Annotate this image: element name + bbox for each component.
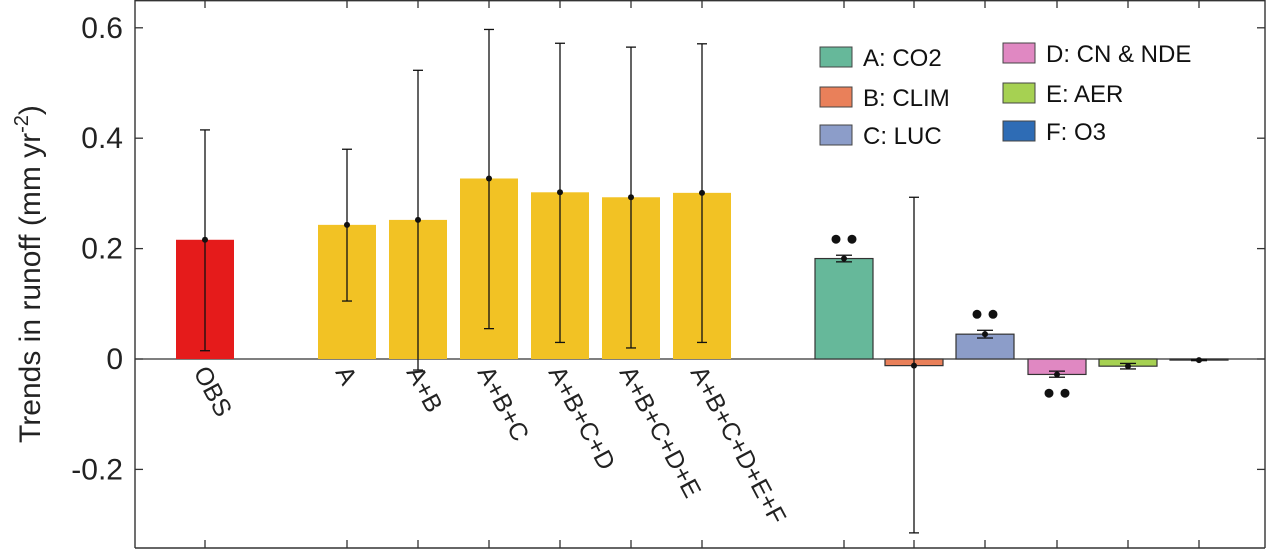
legend-swatch-clim xyxy=(819,86,853,108)
legend-swatch-luc xyxy=(819,124,853,146)
bar-co2 xyxy=(814,257,874,360)
mean-point-11 xyxy=(1125,363,1131,370)
axes-frame xyxy=(134,0,1266,549)
mean-point-9 xyxy=(982,331,988,338)
y-tick-label: 0 xyxy=(106,343,123,376)
legend-swatch-cn_nde xyxy=(1002,42,1036,64)
y-axis: -0.2 0 0.2 0.4 0.6 xyxy=(71,12,1265,486)
y-tick-label: -0.2 xyxy=(71,453,123,486)
legend-swatch-o3 xyxy=(1002,120,1036,142)
y-axis-title-main: Trends in runoff (mm yr xyxy=(14,133,47,443)
mean-point-3 xyxy=(486,175,492,182)
legend-label-luc: C: LUC xyxy=(863,123,942,150)
significance-dot xyxy=(972,309,982,319)
y-axis-title: Trends in runoff (mm yr-2) xyxy=(11,105,47,443)
error-bars-layer xyxy=(200,28,1207,534)
significance-dot xyxy=(988,309,998,319)
legend-label-co2: A: CO2 xyxy=(863,45,942,72)
legend-label-o3: F: O3 xyxy=(1046,119,1106,146)
legend-swatch-aer xyxy=(1002,82,1036,104)
significance-dot xyxy=(1060,388,1070,398)
legend-swatch-co2 xyxy=(819,46,853,68)
y-tick-label: 0.6 xyxy=(81,12,123,45)
mean-point-0 xyxy=(202,236,208,243)
y-axis-title-close: ) xyxy=(14,105,47,115)
significance-dot xyxy=(847,234,857,244)
mean-point-10 xyxy=(1054,371,1060,378)
mean-point-7 xyxy=(841,255,847,262)
y-axis-title-sup: -2 xyxy=(11,115,33,133)
mean-point-4 xyxy=(557,189,563,196)
significance-dot xyxy=(1044,388,1054,398)
mean-point-6 xyxy=(699,189,705,196)
significance-dot xyxy=(831,234,841,244)
legend-label-cn_nde: D: CN & NDE xyxy=(1046,41,1191,68)
legend-label-aer: E: AER xyxy=(1046,81,1123,108)
mean-point-12 xyxy=(1196,357,1202,364)
mean-point-8 xyxy=(911,362,917,369)
mean-point-2 xyxy=(415,216,421,223)
mean-point-1 xyxy=(344,221,350,228)
legend-label-clim: B: CLIM xyxy=(863,85,950,112)
mean-point-5 xyxy=(628,194,634,201)
y-tick-label: 0.4 xyxy=(81,122,123,155)
y-tick-label: 0.2 xyxy=(81,233,123,266)
legend: A: CO2 B: CLIM C: LUC D: CN & NDE E: AER F: O… xyxy=(819,41,1191,150)
